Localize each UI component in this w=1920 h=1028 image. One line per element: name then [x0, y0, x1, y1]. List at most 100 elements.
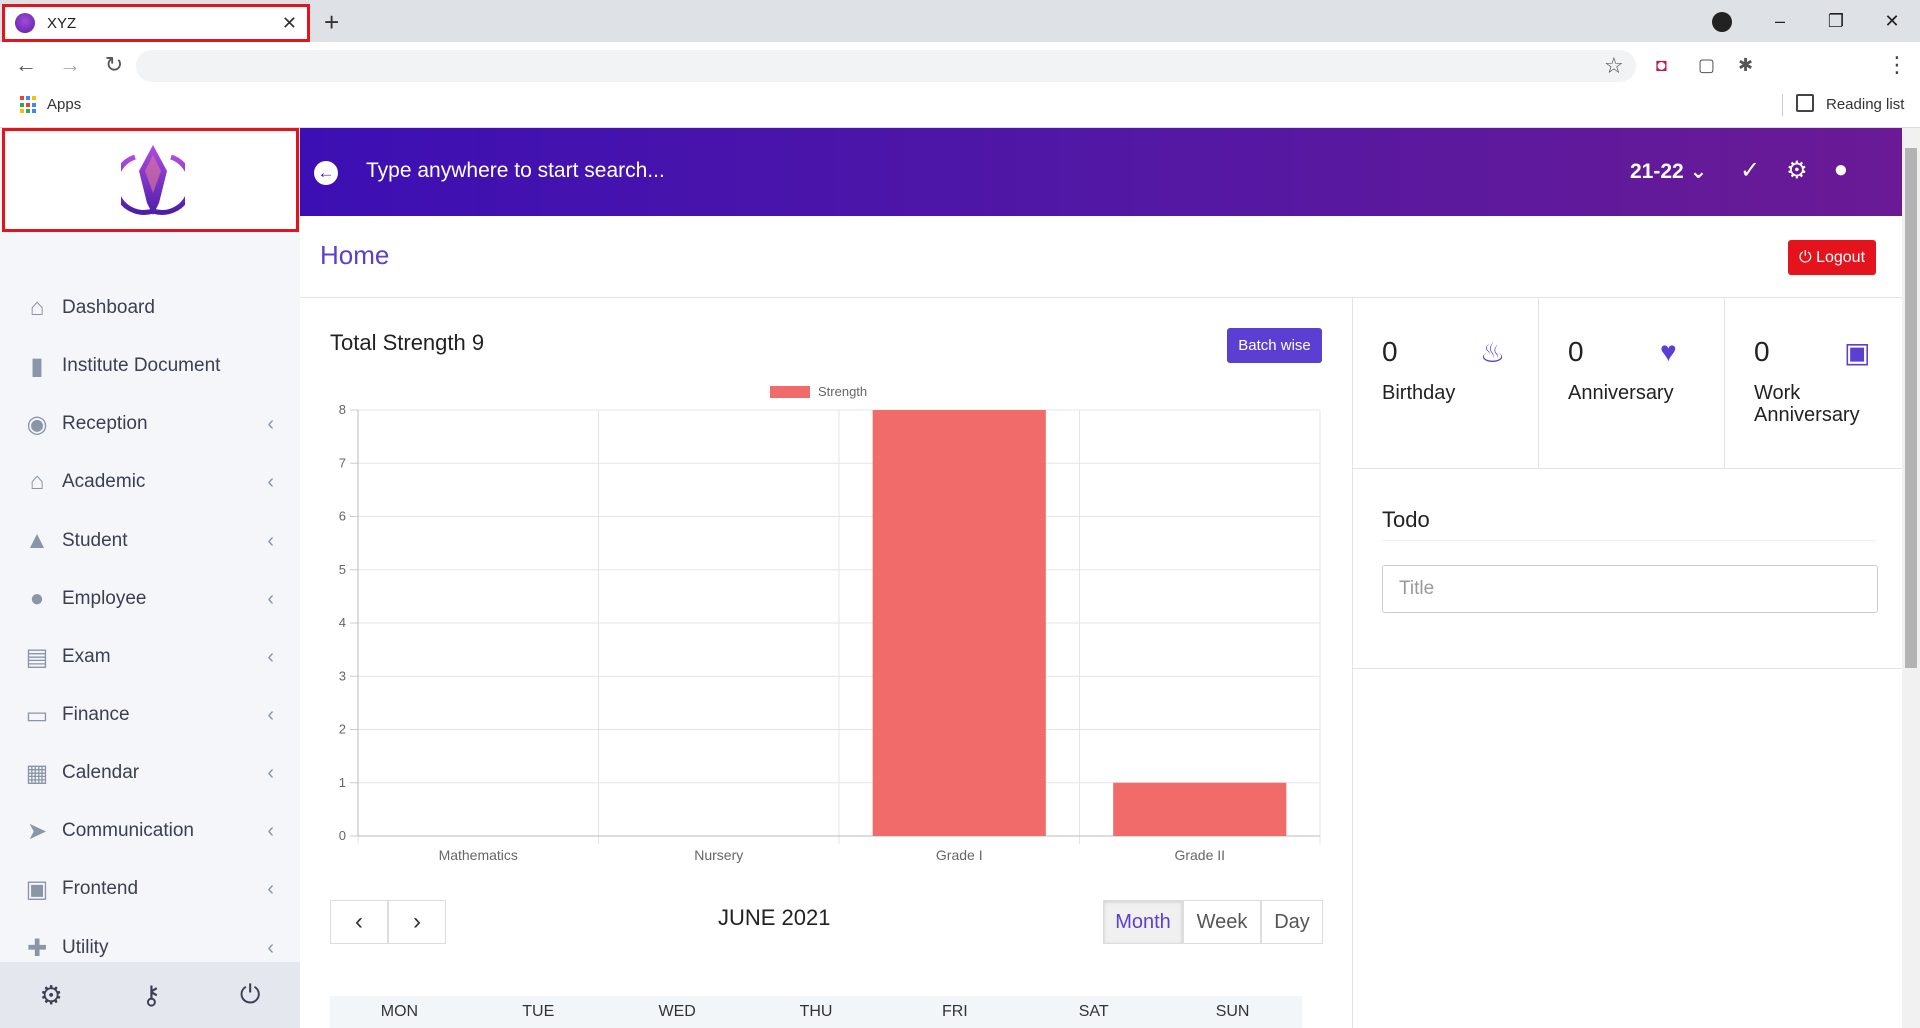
- chevron-left-icon: ‹: [267, 936, 274, 959]
- reading-list-button[interactable]: Reading list: [1826, 96, 1905, 113]
- back-arrow-icon[interactable]: ←: [15, 52, 37, 77]
- puzzle-extensions-icon[interactable]: ✱: [1738, 55, 1754, 75]
- pocket-extension-icon[interactable]: ◘: [1656, 55, 1667, 75]
- weekday-label: SUN: [1215, 1003, 1250, 1020]
- total-strength-title: Total Strength 9: [330, 330, 485, 355]
- chevron-down-icon: ⌄: [1689, 160, 1708, 183]
- sidebar-item-calendar[interactable]: ▦ Calendar ‹: [0, 744, 300, 802]
- apps-grid-icon[interactable]: [20, 96, 38, 114]
- todo-title-input[interactable]: [1382, 565, 1878, 613]
- gift-icon: ▣: [1844, 337, 1871, 368]
- key-icon[interactable]: ⚷: [141, 979, 161, 1010]
- new-tab-button[interactable]: +: [324, 7, 340, 37]
- logout-button[interactable]: ⏻ Logout: [1788, 240, 1876, 275]
- y-tick-label: 0: [339, 828, 346, 843]
- month-view-button[interactable]: Month: [1103, 900, 1183, 944]
- sidebar-item-institute-document[interactable]: ▮ Institute Document: [0, 337, 300, 395]
- sidebar-item-communication[interactable]: ➤ Communication ‹: [0, 802, 300, 860]
- birthday-label: Birthday: [1382, 382, 1456, 404]
- sidebar-item-frontend[interactable]: ▣ Frontend ‹: [0, 860, 300, 918]
- chevron-left-icon: ‹: [267, 819, 274, 842]
- sidebar-item-label: Employee: [62, 588, 147, 609]
- bookmark-star-icon[interactable]: ☆: [1604, 53, 1624, 78]
- scrollbar-thumb[interactable]: [1905, 148, 1917, 668]
- sidebar-item-label: Calendar: [62, 762, 140, 783]
- paper-plane-icon: ➤: [26, 817, 48, 845]
- minimize-button[interactable]: –: [1774, 10, 1785, 31]
- y-tick-label: 2: [339, 722, 346, 737]
- bookmarks-divider: [1782, 94, 1783, 116]
- sidebar-item-label: Student: [62, 530, 128, 551]
- close-window-button[interactable]: ✕: [1884, 10, 1900, 31]
- reload-icon[interactable]: ↻: [104, 52, 124, 77]
- extension-icon[interactable]: ▢: [1698, 55, 1716, 75]
- stat-divider: [1724, 298, 1725, 468]
- heartbeat-icon: ♥: [1660, 336, 1677, 367]
- profile-icon[interactable]: [1712, 12, 1732, 32]
- sidebar-item-employee[interactable]: ● Employee ‹: [0, 570, 300, 628]
- money-bill-icon: ▭: [25, 701, 49, 729]
- week-view-button[interactable]: Week: [1183, 900, 1261, 944]
- check-circle-icon[interactable]: ✓: [1740, 157, 1761, 184]
- weekday-label: MON: [380, 1003, 419, 1020]
- power-icon[interactable]: ⏻: [239, 979, 261, 1009]
- sidebar-item-student[interactable]: ▲ Student ‹: [0, 512, 300, 570]
- app-logo-icon: [121, 145, 185, 215]
- global-search[interactable]: Type anywhere to start search...: [366, 159, 665, 182]
- settings-icon[interactable]: ⚙: [39, 979, 63, 1010]
- browser-tab[interactable]: XYZ ✕: [2, 4, 310, 42]
- sidebar-item-label: Finance: [62, 704, 130, 725]
- calendar-next-button[interactable]: ›: [388, 900, 446, 944]
- birthday-count: 0: [1382, 336, 1398, 367]
- briefcase-icon: ▣: [25, 875, 49, 903]
- legend-swatch: [770, 386, 810, 398]
- weekday-label: WED: [658, 1003, 696, 1020]
- birthday-stat[interactable]: 0 Birthday ♨: [1352, 298, 1538, 468]
- header-divider: [300, 297, 1902, 298]
- graduation-cap-icon: ▲: [25, 527, 49, 554]
- bookmarks-bar: [0, 88, 1920, 128]
- work-anniversary-label: Work Anniversary: [1754, 382, 1860, 426]
- bar: [872, 410, 1046, 836]
- x-tick-label: Mathematics: [439, 847, 518, 863]
- document-icon: ▮: [30, 352, 44, 380]
- chevron-left-icon: ‹: [267, 412, 274, 435]
- back-circle-icon[interactable]: ←: [314, 161, 338, 185]
- legend-label: Strength: [818, 384, 867, 399]
- chevron-left-icon: ‹: [267, 470, 274, 493]
- day-view-button[interactable]: Day: [1261, 900, 1323, 944]
- calendar-prev-button[interactable]: ‹: [330, 900, 388, 944]
- batch-wise-button[interactable]: Batch wise: [1227, 328, 1322, 363]
- sidebar-item-academic[interactable]: ⌂ Academic ‹: [0, 453, 300, 511]
- sidebar-item-finance[interactable]: ▭ Finance ‹: [0, 686, 300, 744]
- tab-title: XYZ: [47, 14, 77, 32]
- sidebar-item-dashboard[interactable]: ⌂ Dashboard: [0, 279, 300, 337]
- sidebar-item-label: Reception: [62, 413, 148, 434]
- calendar-icon: ▦: [25, 759, 49, 787]
- user-icon[interactable]: ●: [1833, 156, 1849, 183]
- anniversary-stat[interactable]: 0 Anniversary ♥: [1538, 298, 1724, 468]
- todo-divider: [1382, 540, 1876, 541]
- weekday-label: SAT: [1078, 1003, 1109, 1020]
- tab-close-icon[interactable]: ✕: [281, 12, 297, 33]
- sidebar-item-label: Exam: [62, 646, 111, 667]
- restore-button[interactable]: ❐: [1827, 10, 1845, 31]
- window-controls: – ❐ ✕: [1752, 0, 1920, 42]
- address-bar[interactable]: [136, 50, 1636, 82]
- sidebar-item-utility[interactable]: ✚ Utility ‹: [0, 919, 300, 977]
- cogs-icon[interactable]: ⚙: [1786, 157, 1808, 184]
- work-anniversary-stat[interactable]: 0 Work Anniversary ▣: [1724, 298, 1902, 468]
- logo-container[interactable]: [2, 128, 299, 232]
- y-tick-label: 7: [339, 455, 346, 470]
- x-tick-label: Nursery: [694, 847, 743, 863]
- work-anniversary-count: 0: [1754, 336, 1770, 367]
- stat-divider: [1538, 298, 1539, 468]
- sidebar: [0, 128, 300, 1028]
- browser-menu-icon[interactable]: ⋮: [1886, 52, 1908, 77]
- apps-bookmark[interactable]: Apps: [47, 96, 82, 113]
- session-selector[interactable]: 21-22 ⌄: [1630, 159, 1707, 184]
- todo-title: Todo: [1382, 507, 1430, 532]
- forward-arrow-icon[interactable]: →: [59, 52, 81, 77]
- sidebar-item-reception[interactable]: ◉ Reception ‹: [0, 395, 300, 453]
- sidebar-item-exam[interactable]: ▤ Exam ‹: [0, 628, 300, 686]
